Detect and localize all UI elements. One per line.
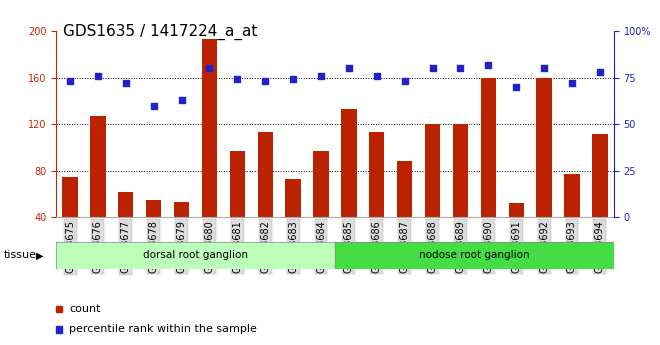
Bar: [425, 124, 440, 217]
Text: nodose root ganglion: nodose root ganglion: [419, 250, 530, 260]
Point: [288, 77, 298, 82]
Point: [399, 79, 410, 84]
Bar: [453, 124, 468, 217]
Text: tissue: tissue: [3, 250, 36, 260]
Point: [65, 79, 75, 84]
Text: percentile rank within the sample: percentile rank within the sample: [69, 325, 257, 334]
Bar: [480, 78, 496, 217]
Point: [372, 73, 382, 79]
Point: [483, 62, 494, 67]
Point: [92, 73, 103, 79]
Point: [567, 80, 578, 86]
Bar: [286, 179, 301, 217]
Point: [176, 97, 187, 103]
Point: [539, 66, 549, 71]
Point: [204, 66, 214, 71]
Bar: [314, 151, 329, 217]
Point: [121, 80, 131, 86]
Point: [344, 66, 354, 71]
Point: [148, 103, 159, 108]
Text: count: count: [69, 304, 100, 314]
Bar: [90, 116, 106, 217]
Point: [315, 73, 326, 79]
Bar: [230, 151, 245, 217]
Bar: [335, 241, 614, 269]
Bar: [202, 39, 217, 217]
Point: [260, 79, 271, 84]
Point: [232, 77, 243, 82]
Bar: [369, 132, 384, 217]
Point: [455, 66, 466, 71]
Bar: [118, 192, 133, 217]
Bar: [257, 132, 273, 217]
Bar: [341, 109, 356, 217]
Text: ▶: ▶: [36, 250, 43, 260]
Bar: [564, 174, 579, 217]
Bar: [63, 177, 78, 217]
Bar: [509, 203, 524, 217]
Point: [427, 66, 438, 71]
Bar: [56, 241, 335, 269]
Bar: [174, 202, 189, 217]
Bar: [592, 134, 607, 217]
Bar: [397, 161, 412, 217]
Text: GDS1635 / 1417224_a_at: GDS1635 / 1417224_a_at: [63, 24, 257, 40]
Bar: [146, 200, 161, 217]
Point: [511, 84, 521, 90]
Point: [595, 69, 605, 75]
Bar: [537, 78, 552, 217]
Text: dorsal root ganglion: dorsal root ganglion: [143, 250, 248, 260]
